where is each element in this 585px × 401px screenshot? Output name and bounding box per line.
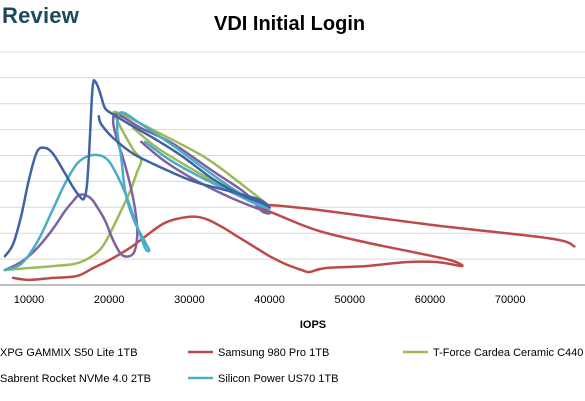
legend: XPG GAMMIX S50 Lite 1TB Samsung 980 Pro 1… <box>0 347 583 385</box>
plot-lines <box>3 78 576 282</box>
series-line-4 <box>3 113 272 272</box>
x-tick-label: 70000 <box>495 294 526 306</box>
x-tick-label: 50000 <box>335 294 366 306</box>
x-tick-label: 60000 <box>415 294 446 306</box>
x-tick-label: 10000 <box>14 294 45 306</box>
series-line-5 <box>3 111 271 272</box>
x-tick-label: 30000 <box>174 294 205 306</box>
x-axis-label: IOPS <box>300 319 326 331</box>
legend-label: XPG GAMMIX S50 Lite 1TB <box>0 347 138 359</box>
brand-logo-text: Review <box>2 3 80 28</box>
legend-label: Sabrent Rocket NVMe 4.0 2TB <box>0 373 151 385</box>
legend-label: Samsung 980 Pro 1TB <box>218 347 329 359</box>
legend-label: T-Force Cardea Ceramic C440 <box>433 347 583 359</box>
chart-title: VDI Initial Login <box>214 13 366 35</box>
x-tick-label: 20000 <box>94 294 125 306</box>
series-line-1 <box>3 78 271 258</box>
x-ticks: 10000 20000 30000 40000 50000 60000 70000 <box>14 294 526 306</box>
x-tick-label: 40000 <box>254 294 285 306</box>
legend-label: Silicon Power US70 1TB <box>218 373 338 385</box>
series-line-2 <box>11 203 576 282</box>
